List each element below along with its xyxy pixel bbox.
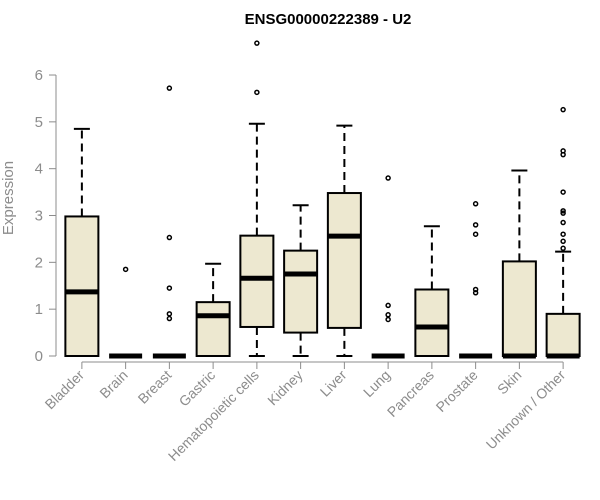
box-rect	[240, 236, 273, 327]
box-9	[459, 202, 492, 356]
box-rect	[197, 302, 230, 356]
box-10	[503, 171, 536, 356]
outlier-point	[167, 312, 171, 316]
x-tick-label: Prostate	[433, 367, 481, 415]
x-tick-label: Brain	[96, 367, 130, 401]
y-axis: 0 1 2 3 4 5 6	[35, 67, 56, 365]
x-tick-label: Lung	[360, 367, 393, 400]
box-rect	[415, 290, 448, 356]
box-8	[415, 226, 448, 356]
y-tick-label: 0	[35, 348, 43, 365]
x-tick-label: Unknown / Other	[483, 367, 569, 453]
box-rect	[547, 314, 580, 356]
outlier-point	[561, 246, 565, 250]
box-4	[240, 41, 273, 356]
outlier-point	[561, 149, 565, 153]
outlier-point	[255, 41, 259, 45]
box-1	[109, 267, 142, 356]
boxplot-chart: ENSG00000222389 - U2 Expression 0123456 …	[0, 0, 600, 500]
box-0	[65, 129, 98, 356]
outlier-point	[167, 317, 171, 321]
outlier-point	[255, 90, 259, 94]
y-tick-label: 3	[35, 208, 43, 225]
box-rect	[284, 251, 317, 333]
outlier-point	[474, 202, 478, 206]
x-tick-label: Liver	[317, 367, 350, 400]
outlier-point	[386, 317, 390, 321]
outlier-point	[474, 223, 478, 227]
x-tick-label: Bladder	[42, 367, 88, 413]
outlier-point	[561, 221, 565, 225]
outlier-point	[124, 267, 128, 271]
box-7	[372, 176, 405, 356]
box-5	[284, 205, 317, 356]
outlier-point	[386, 313, 390, 317]
box-rect	[65, 216, 98, 356]
outlier-point	[474, 288, 478, 292]
y-axis-label: Expression	[0, 161, 17, 235]
outlier-point	[386, 176, 390, 180]
outlier-point	[561, 190, 565, 194]
box-6	[328, 126, 361, 356]
y-tick-label: 5	[35, 114, 43, 131]
y-tick-label: 6	[35, 67, 43, 84]
y-tick-label: 4	[35, 161, 43, 178]
outlier-point	[167, 286, 171, 290]
box-2	[153, 86, 186, 356]
x-tick-label: Gastric	[176, 367, 219, 410]
outlier-point	[474, 232, 478, 236]
boxes-layer	[65, 41, 579, 356]
y-tick-label: 2	[35, 254, 43, 271]
outlier-point	[167, 236, 171, 240]
box-3	[197, 264, 230, 356]
outlier-point	[561, 108, 565, 112]
outlier-point	[386, 303, 390, 307]
outlier-point	[561, 232, 565, 236]
outlier-point	[561, 239, 565, 243]
chart-title: ENSG00000222389 - U2	[245, 11, 412, 28]
box-rect	[503, 261, 536, 356]
box-11	[547, 108, 580, 356]
box-rect	[328, 193, 361, 328]
x-tick-label: Kidney	[264, 367, 306, 409]
y-tick-label: 1	[35, 301, 43, 318]
x-tick-label: Breast	[135, 367, 175, 407]
x-tick-label: Pancreas	[384, 367, 437, 420]
outlier-point	[167, 86, 171, 90]
x-tick-label: Skin	[494, 367, 525, 398]
